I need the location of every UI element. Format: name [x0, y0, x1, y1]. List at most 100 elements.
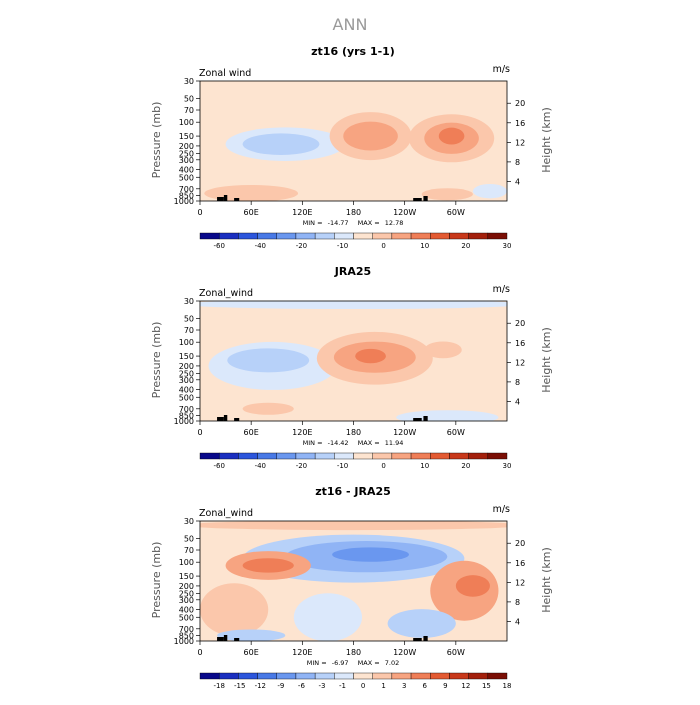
- colorbar-label: 10: [420, 462, 429, 470]
- pressure-tick-label: 250: [179, 370, 194, 379]
- colorbar-label: 30: [503, 462, 512, 470]
- topography: [234, 638, 240, 641]
- pressure-tick-label: 500: [179, 173, 194, 182]
- longitude-tick-label: 60W: [447, 648, 465, 657]
- colorbar-swatch: [353, 452, 373, 460]
- pressure-tick-label: 150: [179, 132, 194, 141]
- pressure-tick-label: 150: [179, 352, 194, 361]
- panel-3-height-axis: 20 16 12 8 4: [507, 539, 525, 626]
- colorbar-swatch: [449, 672, 469, 680]
- pressure-tick-label: 250: [179, 590, 194, 599]
- contour-region: [200, 521, 507, 531]
- panel-1-max-label: MAX =: [358, 219, 380, 227]
- contour-region: [242, 402, 294, 415]
- height-tick-label: 16: [515, 559, 525, 568]
- colorbar-swatch: [372, 452, 393, 460]
- topography: [217, 637, 224, 641]
- panel-2-min-label: MIN =: [303, 439, 323, 447]
- panel-1-colorbar: -60 -40 -20 -10 0 10 20 30: [199, 232, 511, 250]
- contour-region: [200, 301, 507, 310]
- contour-region: [421, 188, 473, 201]
- longitude-tick-label: 60E: [244, 208, 259, 217]
- colorbar-label: -10: [337, 462, 348, 470]
- figure-title: ANN: [333, 15, 368, 34]
- longitude-tick-label: 120E: [292, 648, 312, 657]
- colorbar-label: 9: [443, 682, 447, 690]
- colorbar-label: 18: [503, 682, 512, 690]
- longitude-tick-label: 120W: [393, 428, 416, 437]
- colorbar-swatch: [487, 452, 508, 460]
- pressure-tick-label: 300: [179, 596, 194, 605]
- colorbar-swatch: [410, 452, 431, 460]
- colorbar-swatch: [468, 232, 489, 240]
- colorbar-swatch: [199, 452, 220, 460]
- height-tick-label: 8: [515, 378, 520, 387]
- panel-1-right-axis-label: Height (km): [540, 107, 553, 173]
- contour-region: [200, 81, 507, 201]
- colorbar-swatch: [238, 672, 258, 680]
- colorbar-label: -40: [255, 242, 266, 250]
- panel-2-field: [200, 301, 507, 421]
- panel-1-variable-label: Zonal wind: [199, 68, 251, 79]
- pressure-tick-label: 200: [179, 362, 194, 371]
- panel-3: zt16 - JRA25 Zonal_wind m/s Pressure (mb…: [150, 485, 553, 690]
- colorbar-label: 20: [461, 462, 470, 470]
- topography: [223, 415, 228, 421]
- pressure-tick-label: 400: [179, 606, 194, 615]
- topography: [413, 198, 422, 201]
- colorbar-label: -1: [339, 682, 346, 690]
- panel-3-right-axis-label: Height (km): [540, 547, 553, 613]
- colorbar-label: 10: [420, 242, 429, 250]
- pressure-tick-label: 30: [184, 297, 194, 306]
- panel-2-max-label: MAX =: [358, 439, 380, 447]
- panel-1-stats: MIN = -14.77 MAX = 12.78: [303, 219, 404, 227]
- longitude-tick-label: 120W: [393, 648, 416, 657]
- colorbar-swatch: [372, 232, 393, 240]
- topography: [223, 635, 228, 641]
- pressure-tick-label: 1000: [174, 417, 194, 426]
- pressure-tick-label: 50: [184, 534, 194, 543]
- panel-3-title: zt16 - JRA25: [315, 485, 391, 498]
- pressure-tick-label: 500: [179, 393, 194, 402]
- height-tick-label: 4: [515, 617, 520, 626]
- height-tick-label: 8: [515, 158, 520, 167]
- pressure-tick-label: 70: [184, 326, 194, 335]
- pressure-tick-label: 200: [179, 142, 194, 151]
- contour-region: [396, 410, 499, 421]
- longitude-tick-label: 60W: [447, 208, 465, 217]
- pressure-tick-label: 700: [179, 625, 194, 634]
- colorbar-swatch: [334, 452, 354, 460]
- panel-2-right-axis-label: Height (km): [540, 327, 553, 393]
- colorbar-label: 1: [381, 682, 385, 690]
- height-tick-label: 16: [515, 119, 525, 128]
- pressure-tick-label: 30: [184, 517, 194, 526]
- colorbar-swatch: [238, 452, 258, 460]
- panel-1-height-axis: 20 16 12 8 4: [507, 99, 525, 186]
- pressure-tick-label: 150: [179, 572, 194, 581]
- contour-region: [200, 583, 269, 637]
- colorbar-swatch: [218, 232, 239, 240]
- colorbar-swatch: [295, 232, 316, 240]
- pressure-tick-label: 400: [179, 386, 194, 395]
- colorbar-swatch: [487, 232, 508, 240]
- pressure-tick-label: 50: [184, 94, 194, 103]
- colorbar-label: 0: [381, 242, 385, 250]
- colorbar-swatch: [314, 452, 335, 460]
- panel-1-min-value: -14.77: [328, 219, 349, 227]
- height-tick-label: 12: [515, 138, 525, 147]
- height-tick-label: 12: [515, 578, 525, 587]
- longitude-tick-label: 0: [197, 428, 202, 437]
- pressure-tick-label: 250: [179, 150, 194, 159]
- colorbar-swatch: [372, 672, 393, 680]
- colorbar-swatch: [238, 232, 258, 240]
- contour-region: [438, 127, 465, 145]
- panel-3-stats: MIN = -6.97 MAX = 7.02: [307, 659, 399, 667]
- panel-3-colorbar: -18 -15 -12 -9 -6 -3 -1 0 1 3 6 9 12 15 18: [199, 672, 512, 690]
- longitude-tick-label: 180: [346, 648, 361, 657]
- topography: [223, 195, 228, 201]
- colorbar-swatch: [468, 452, 489, 460]
- pressure-tick-label: 100: [179, 338, 194, 347]
- pressure-tick-label: 200: [179, 582, 194, 591]
